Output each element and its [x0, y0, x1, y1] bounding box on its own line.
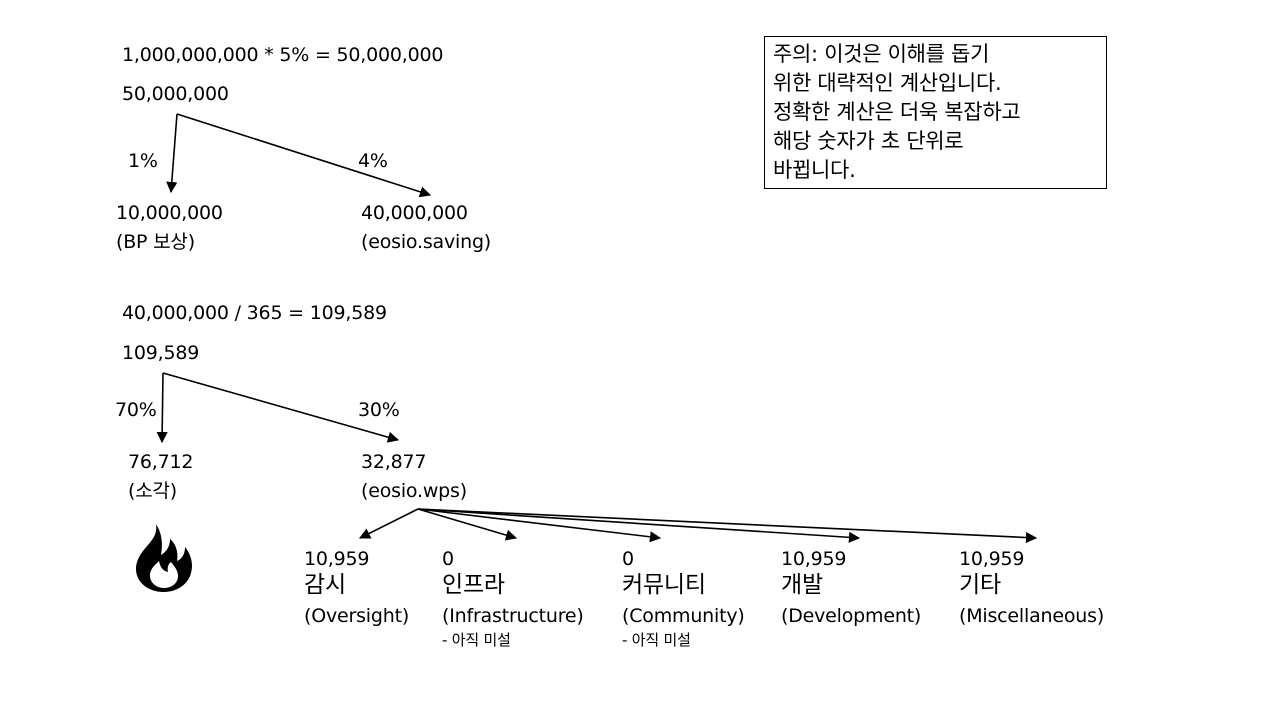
- top-left-arrow: [166, 113, 178, 194]
- community-korean: 커뮤니티: [622, 572, 706, 598]
- wps-arrow-oversight: [358, 508, 419, 539]
- eosio-wps-value: 32,877: [361, 451, 427, 473]
- oversight-korean: 감시: [304, 572, 346, 598]
- fire-icon: [135, 524, 193, 592]
- oversight-english: (Oversight): [304, 605, 410, 627]
- middle-formula: 40,000,000 / 365 = 109,589: [122, 302, 387, 324]
- note-line: 바뀝니다.: [773, 158, 856, 182]
- middle-left-percent: 70%: [115, 399, 157, 421]
- community-note: - 아직 미설: [622, 631, 691, 649]
- note-line: 주의: 이것은 이해를 돕기: [773, 42, 990, 66]
- development-value: 10,959: [781, 548, 847, 570]
- top-left-percent: 1%: [128, 150, 158, 172]
- miscellaneous-value: 10,959: [959, 548, 1025, 570]
- eosio-wps-label: (eosio.wps): [361, 480, 467, 502]
- disclaimer-note-box: 주의: 이것은 이해를 돕기 위한 대략적인 계산입니다. 정확한 계산은 더욱…: [764, 36, 1107, 189]
- eosio-saving-value: 40,000,000: [361, 202, 468, 224]
- top-formula: 1,000,000,000 * 5% = 50,000,000: [122, 44, 444, 66]
- middle-right-arrow: [162, 372, 400, 443]
- burn-value: 76,712: [128, 451, 194, 473]
- note-line: 위한 대략적인 계산입니다.: [773, 71, 1002, 95]
- miscellaneous-korean: 기타: [959, 572, 1001, 598]
- infrastructure-english: (Infrastructure): [442, 605, 584, 627]
- middle-right-percent: 30%: [358, 399, 400, 421]
- middle-left-arrow: [156, 372, 168, 444]
- wps-arrow-infrastructure: [417, 508, 518, 541]
- note-line: 해당 숫자가 초 단위로: [773, 129, 964, 153]
- infrastructure-korean: 인프라: [442, 572, 505, 598]
- development-english: (Development): [781, 605, 922, 627]
- infrastructure-note: - 아직 미설: [442, 631, 511, 649]
- bp-reward-value: 10,000,000: [116, 202, 223, 224]
- burn-label: (소각): [128, 480, 177, 502]
- wps-arrow-miscellaneous: [417, 508, 1038, 544]
- community-value: 0: [622, 548, 634, 570]
- middle-root-value: 109,589: [122, 342, 200, 364]
- development-korean: 개발: [781, 572, 823, 598]
- bp-reward-label: (BP 보상): [116, 231, 195, 253]
- note-line: 정확한 계산은 더욱 복잡하고: [773, 100, 1021, 124]
- top-right-arrow: [176, 113, 432, 198]
- wps-arrow-community: [417, 508, 662, 543]
- top-right-percent: 4%: [358, 150, 388, 172]
- miscellaneous-english: (Miscellaneous): [959, 605, 1105, 627]
- eosio-saving-label: (eosio.saving): [361, 231, 492, 253]
- oversight-value: 10,959: [304, 548, 370, 570]
- wps-arrow-development: [417, 508, 861, 543]
- infrastructure-value: 0: [442, 548, 454, 570]
- top-root-value: 50,000,000: [122, 83, 229, 105]
- community-english: (Community): [622, 605, 745, 627]
